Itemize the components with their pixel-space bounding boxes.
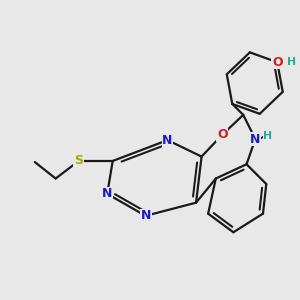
Text: S: S xyxy=(74,154,83,167)
Text: H: H xyxy=(263,131,273,141)
Text: N: N xyxy=(102,188,112,200)
Text: N: N xyxy=(162,134,173,147)
Text: O: O xyxy=(272,56,283,69)
Text: O: O xyxy=(217,128,228,141)
Text: N: N xyxy=(250,133,260,146)
Text: H: H xyxy=(287,57,296,67)
Text: N: N xyxy=(140,209,151,222)
